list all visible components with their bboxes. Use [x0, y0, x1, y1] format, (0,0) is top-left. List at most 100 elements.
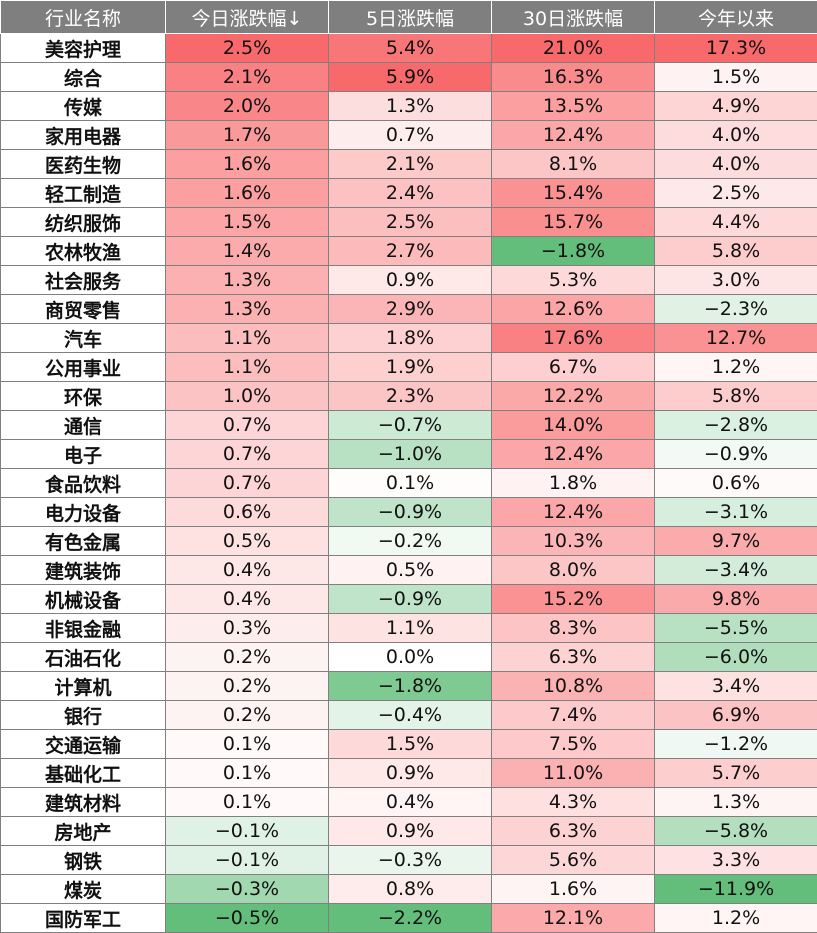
today-change-cell: 0.1% — [165, 729, 329, 759]
table-row: 传媒 2.0% 1.3% 13.5% 4.9% — [0, 91, 817, 121]
thirty-day-change-cell: 15.4% — [491, 178, 655, 208]
five-day-change-cell: 0.9% — [328, 265, 492, 295]
industry-name-cell: 食品饮料 — [0, 468, 166, 498]
ytd-change-cell: −2.3% — [654, 294, 817, 324]
industry-name-cell: 钢铁 — [0, 845, 166, 875]
thirty-day-change-cell: 21.0% — [491, 33, 655, 63]
ytd-change-cell: 0.6% — [654, 468, 817, 498]
today-change-cell: −0.1% — [165, 816, 329, 846]
table-row: 钢铁 −0.1% −0.3% 5.6% 3.3% — [0, 845, 817, 875]
table-row: 轻工制造 1.6% 2.4% 15.4% 2.5% — [0, 178, 817, 208]
thirty-day-change-cell: 6.3% — [491, 642, 655, 672]
ytd-change-cell: 4.0% — [654, 120, 817, 150]
five-day-change-cell: 0.9% — [328, 816, 492, 846]
table-row: 环保 1.0% 2.3% 12.2% 5.8% — [0, 381, 817, 411]
thirty-day-change-cell: 8.0% — [491, 555, 655, 585]
five-day-change-cell: 0.0% — [328, 642, 492, 672]
header-5day-change[interactable]: 5日涨跌幅 — [328, 0, 492, 34]
today-change-cell: 0.2% — [165, 642, 329, 672]
industry-name-cell: 建筑装饰 — [0, 555, 166, 585]
today-change-cell: −0.1% — [165, 845, 329, 875]
today-change-cell: −0.5% — [165, 903, 329, 933]
table-row: 美容护理 2.5% 5.4% 21.0% 17.3% — [0, 33, 817, 63]
five-day-change-cell: 0.1% — [328, 468, 492, 498]
ytd-change-cell: 3.3% — [654, 845, 817, 875]
header-ytd-change[interactable]: 今年以来 — [654, 0, 817, 34]
today-change-cell: 0.4% — [165, 555, 329, 585]
industry-name-cell: 环保 — [0, 381, 166, 411]
five-day-change-cell: 0.7% — [328, 120, 492, 150]
table-row: 纺织服饰 1.5% 2.5% 15.7% 4.4% — [0, 207, 817, 237]
table-row: 电子 0.7% −1.0% 12.4% −0.9% — [0, 439, 817, 469]
thirty-day-change-cell: 10.8% — [491, 671, 655, 701]
thirty-day-change-cell: 13.5% — [491, 91, 655, 121]
ytd-change-cell: 5.7% — [654, 758, 817, 788]
ytd-change-cell: 3.4% — [654, 671, 817, 701]
table-row: 建筑装饰 0.4% 0.5% 8.0% −3.4% — [0, 555, 817, 585]
ytd-change-cell: 3.0% — [654, 265, 817, 295]
thirty-day-change-cell: 10.3% — [491, 526, 655, 556]
table-row: 社会服务 1.3% 0.9% 5.3% 3.0% — [0, 265, 817, 295]
five-day-change-cell: 1.8% — [328, 323, 492, 353]
ytd-change-cell: 12.7% — [654, 323, 817, 353]
industry-name-cell: 传媒 — [0, 91, 166, 121]
table-row: 非银金融 0.3% 1.1% 8.3% −5.5% — [0, 613, 817, 643]
header-industry-name[interactable]: 行业名称 — [0, 0, 166, 34]
table-row: 房地产 −0.1% 0.9% 6.3% −5.8% — [0, 816, 817, 846]
five-day-change-cell: 0.4% — [328, 787, 492, 817]
industry-name-cell: 国防军工 — [0, 903, 166, 933]
thirty-day-change-cell: 1.6% — [491, 874, 655, 904]
ytd-change-cell: −0.9% — [654, 439, 817, 469]
industry-name-cell: 非银金融 — [0, 613, 166, 643]
industry-name-cell: 机械设备 — [0, 584, 166, 614]
ytd-change-cell: 1.3% — [654, 787, 817, 817]
thirty-day-change-cell: 12.4% — [491, 497, 655, 527]
ytd-change-cell: −6.0% — [654, 642, 817, 672]
today-change-cell: 1.4% — [165, 236, 329, 266]
ytd-change-cell: 9.8% — [654, 584, 817, 614]
five-day-change-cell: −0.3% — [328, 845, 492, 875]
table-row: 建筑材料 0.1% 0.4% 4.3% 1.3% — [0, 787, 817, 817]
five-day-change-cell: 2.5% — [328, 207, 492, 237]
today-change-cell: 0.1% — [165, 787, 329, 817]
thirty-day-change-cell: 14.0% — [491, 410, 655, 440]
thirty-day-change-cell: 4.3% — [491, 787, 655, 817]
five-day-change-cell: 5.9% — [328, 62, 492, 92]
header-today-change[interactable]: 今日涨跌幅↓ — [165, 0, 329, 34]
thirty-day-change-cell: 8.3% — [491, 613, 655, 643]
five-day-change-cell: −0.7% — [328, 410, 492, 440]
ytd-change-cell: −2.8% — [654, 410, 817, 440]
header-30day-change[interactable]: 30日涨跌幅 — [491, 0, 655, 34]
table-row: 公用事业 1.1% 1.9% 6.7% 1.2% — [0, 352, 817, 382]
five-day-change-cell: 2.7% — [328, 236, 492, 266]
ytd-change-cell: 5.8% — [654, 236, 817, 266]
industry-name-cell: 轻工制造 — [0, 178, 166, 208]
today-change-cell: 0.6% — [165, 497, 329, 527]
industry-name-cell: 银行 — [0, 700, 166, 730]
table-body: 美容护理 2.5% 5.4% 21.0% 17.3% 综合 2.1% 5.9% 16.3% 1.5… — [0, 33, 817, 933]
ytd-change-cell: 4.9% — [654, 91, 817, 121]
industry-name-cell: 有色金属 — [0, 526, 166, 556]
today-change-cell: 2.0% — [165, 91, 329, 121]
today-change-cell: 0.7% — [165, 439, 329, 469]
five-day-change-cell: 2.1% — [328, 149, 492, 179]
today-change-cell: −0.3% — [165, 874, 329, 904]
industry-name-cell: 美容护理 — [0, 33, 166, 63]
industry-name-cell: 交通运输 — [0, 729, 166, 759]
ytd-change-cell: −5.5% — [654, 613, 817, 643]
table-row: 有色金属 0.5% −0.2% 10.3% 9.7% — [0, 526, 817, 556]
today-change-cell: 0.2% — [165, 700, 329, 730]
thirty-day-change-cell: 6.7% — [491, 352, 655, 382]
five-day-change-cell: 0.5% — [328, 555, 492, 585]
table-row: 农林牧渔 1.4% 2.7% −1.8% 5.8% — [0, 236, 817, 266]
industry-name-cell: 纺织服饰 — [0, 207, 166, 237]
ytd-change-cell: −3.1% — [654, 497, 817, 527]
industry-name-cell: 房地产 — [0, 816, 166, 846]
table-row: 家用电器 1.7% 0.7% 12.4% 4.0% — [0, 120, 817, 150]
five-day-change-cell: −0.9% — [328, 497, 492, 527]
ytd-change-cell: 1.2% — [654, 352, 817, 382]
today-change-cell: 0.5% — [165, 526, 329, 556]
table-row: 食品饮料 0.7% 0.1% 1.8% 0.6% — [0, 468, 817, 498]
industry-name-cell: 社会服务 — [0, 265, 166, 295]
